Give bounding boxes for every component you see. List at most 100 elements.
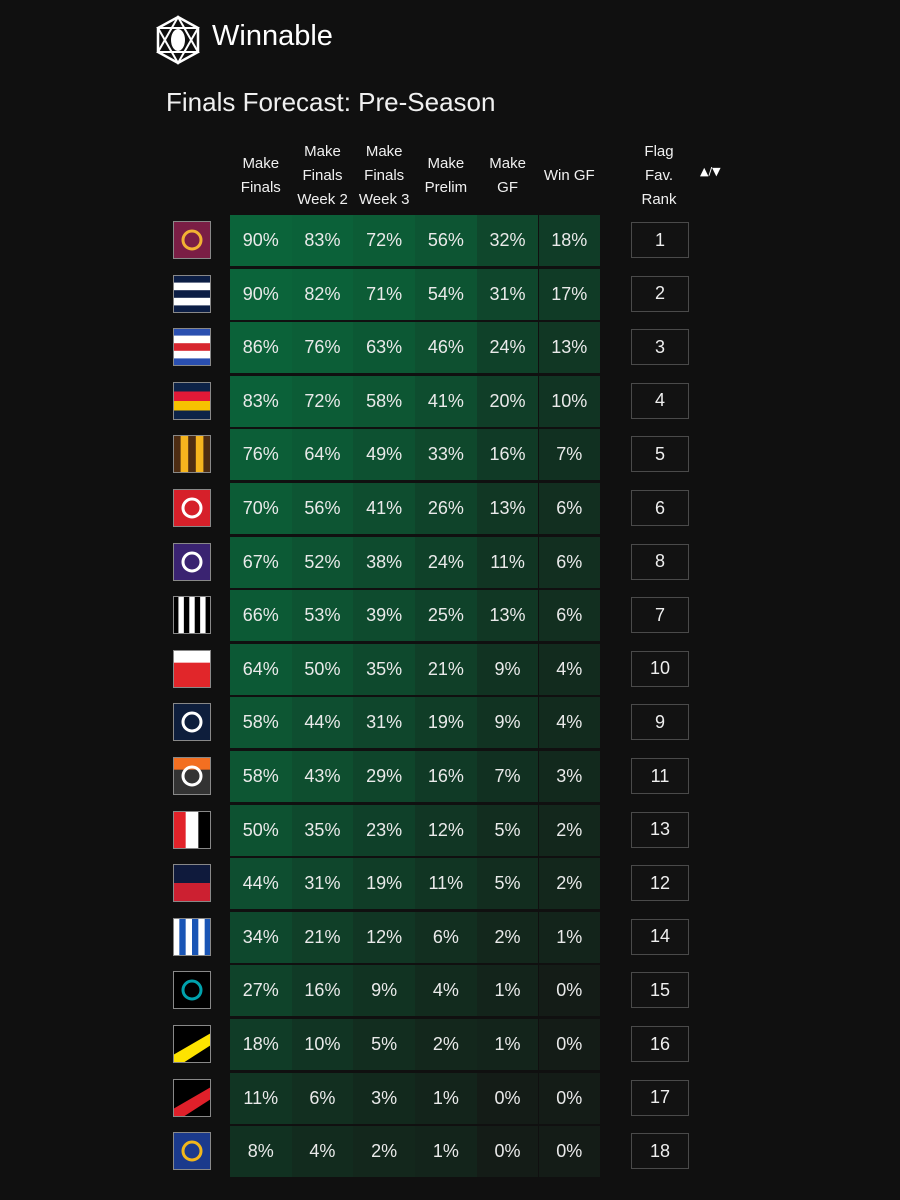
probability-cell: 70% — [230, 483, 292, 534]
probability-cell: 16% — [476, 429, 539, 481]
probability-cell: 58% — [353, 375, 415, 427]
probability-cell: 13% — [476, 590, 539, 642]
probability-cell: 19% — [353, 858, 415, 910]
probability-cell: 6% — [538, 483, 600, 534]
probability-cell: 26% — [415, 483, 477, 534]
probability-cell: 35% — [291, 804, 354, 856]
probability-cell: 90% — [230, 268, 292, 320]
rank-cell: 7 — [631, 597, 689, 634]
team-logo — [173, 1132, 211, 1171]
probability-cell: 66% — [230, 590, 292, 642]
team-logo — [173, 489, 211, 527]
probability-cell: 2% — [476, 911, 539, 963]
probability-cell: 2% — [538, 804, 600, 856]
probability-cell: 0% — [538, 1126, 600, 1178]
probability-cell: 39% — [353, 590, 415, 642]
team-logo — [173, 971, 211, 1010]
probability-cell: 41% — [353, 483, 415, 534]
probability-cell: 58% — [230, 697, 292, 749]
sort-toggle[interactable]: ▲/▼ — [700, 165, 721, 178]
team-logo — [173, 542, 211, 581]
probability-cell: 52% — [291, 536, 354, 588]
probability-cell: 32% — [476, 215, 539, 266]
probability-cell: 9% — [476, 697, 539, 749]
probability-cell: 0% — [476, 1072, 539, 1124]
rank-cell: 10 — [631, 650, 689, 687]
probability-cell: 46% — [415, 322, 477, 374]
probability-cell: 6% — [291, 1072, 354, 1124]
column-header: Make Finals Week 3 — [358, 143, 410, 208]
probability-cell: 31% — [353, 697, 415, 749]
team-logo — [173, 1025, 211, 1063]
probability-cell: 1% — [538, 911, 600, 963]
team-logo — [173, 328, 211, 367]
probability-cell: 3% — [538, 751, 600, 802]
probability-cell: 5% — [476, 858, 539, 910]
probability-cell: 9% — [476, 643, 539, 695]
team-logo — [173, 703, 211, 742]
probability-cell: 4% — [538, 697, 600, 749]
probability-cell: 64% — [230, 643, 292, 695]
probability-cell: 54% — [415, 268, 477, 320]
probability-cell: 1% — [415, 1126, 477, 1178]
probability-cell: 16% — [291, 965, 354, 1017]
probability-cell: 11% — [230, 1072, 292, 1124]
probability-cell: 10% — [291, 1019, 354, 1070]
probability-cell: 33% — [415, 429, 477, 481]
team-logo — [173, 864, 211, 903]
rank-cell: 15 — [631, 972, 689, 1009]
rank-cell: 11 — [631, 758, 689, 794]
probability-cell: 23% — [353, 804, 415, 856]
probability-cell: 11% — [415, 858, 477, 910]
probability-cell: 7% — [538, 429, 600, 481]
probability-cell: 83% — [291, 215, 354, 266]
probability-cell: 13% — [476, 483, 539, 534]
probability-cell: 13% — [538, 322, 600, 374]
column-header: Win GF — [543, 167, 595, 184]
probability-cell: 72% — [291, 375, 354, 427]
probability-cell: 35% — [353, 643, 415, 695]
probability-cell: 17% — [538, 268, 600, 320]
probability-cell: 3% — [353, 1072, 415, 1124]
probability-cell: 50% — [230, 804, 292, 856]
probability-cell: 67% — [230, 536, 292, 588]
probability-cell: 18% — [538, 215, 600, 266]
rank-cell: 1 — [631, 222, 689, 258]
column-header: Flag Fav. Rank — [641, 143, 677, 208]
probability-cell: 18% — [230, 1019, 292, 1070]
probability-cell: 72% — [353, 215, 415, 266]
probability-cell: 12% — [415, 804, 477, 856]
probability-cell: 56% — [291, 483, 354, 534]
probability-cell: 5% — [476, 804, 539, 856]
probability-cell: 34% — [230, 911, 292, 963]
probability-cell: 24% — [415, 536, 477, 588]
team-logo — [173, 1078, 211, 1117]
probability-cell: 10% — [538, 375, 600, 427]
probability-cell: 4% — [415, 965, 477, 1017]
probability-cell: 12% — [353, 911, 415, 963]
probability-cell: 0% — [538, 965, 600, 1017]
probability-cell: 5% — [353, 1019, 415, 1070]
probability-cell: 0% — [538, 1019, 600, 1070]
rank-cell: 5 — [631, 436, 689, 473]
rank-cell: 16 — [631, 1026, 689, 1062]
rank-cell: 12 — [631, 865, 689, 902]
probability-cell: 27% — [230, 965, 292, 1017]
probability-cell: 2% — [353, 1126, 415, 1178]
probability-cell: 76% — [230, 429, 292, 481]
probability-cell: 29% — [353, 751, 415, 802]
probability-cell: 49% — [353, 429, 415, 481]
brand-logo — [156, 14, 200, 66]
probability-cell: 56% — [415, 215, 477, 266]
rank-cell: 9 — [631, 704, 689, 741]
team-logo — [173, 596, 211, 635]
rank-cell: 2 — [631, 275, 689, 312]
team-logo — [173, 381, 211, 420]
probability-cell: 31% — [291, 858, 354, 910]
probability-cell: 1% — [476, 965, 539, 1017]
probability-cell: 44% — [291, 697, 354, 749]
probability-cell: 83% — [230, 375, 292, 427]
column-header: Make Finals Week 2 — [297, 143, 348, 208]
probability-cell: 11% — [476, 536, 539, 588]
probability-cell: 64% — [291, 429, 354, 481]
